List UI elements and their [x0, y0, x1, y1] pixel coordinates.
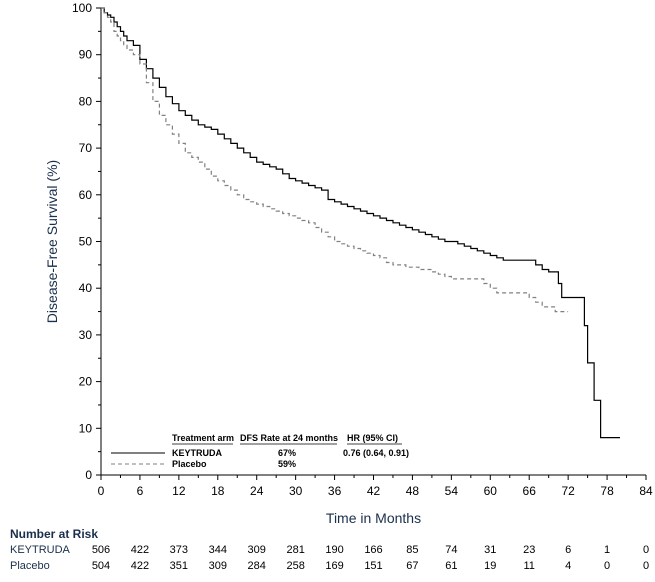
risk-value-keytruda: 74 — [445, 544, 457, 556]
risk-value-keytruda: 23 — [523, 544, 535, 556]
y-tick-label: 80 — [79, 94, 93, 108]
risk-value-keytruda: 85 — [406, 544, 418, 556]
risk-value-placebo: 284 — [248, 560, 266, 572]
risk-value-placebo: 504 — [92, 560, 110, 572]
risk-value-placebo: 351 — [170, 560, 188, 572]
risk-value-placebo: 258 — [286, 560, 304, 572]
risk-value-placebo: 61 — [445, 560, 457, 572]
risk-value-placebo: 4 — [565, 560, 571, 572]
risk-value-placebo: 309 — [209, 560, 227, 572]
risk-value-keytruda: 1 — [604, 544, 610, 556]
x-tick-label: 0 — [98, 484, 105, 498]
series-line-placebo — [101, 7, 569, 313]
risk-value-keytruda: 422 — [131, 544, 149, 556]
risk-value-keytruda: 309 — [248, 544, 266, 556]
x-tick-label: 18 — [211, 484, 225, 498]
x-tick-label: 60 — [484, 484, 498, 498]
risk-value-keytruda: 506 — [92, 544, 110, 556]
y-tick-label: 40 — [79, 281, 93, 295]
y-tick-label: 20 — [79, 375, 93, 389]
legend-rate-placebo: 59% — [278, 459, 296, 469]
risk-value-placebo: 422 — [131, 560, 149, 572]
x-tick-label: 36 — [328, 484, 342, 498]
legend-header-rate: DFS Rate at 24 months — [240, 433, 338, 443]
x-tick-label: 12 — [172, 484, 186, 498]
x-tick-label: 84 — [639, 484, 653, 498]
y-tick-label: 0 — [85, 468, 92, 482]
risk-value-placebo: 11 — [524, 560, 535, 572]
legend-header-arm: Treatment arm — [172, 433, 234, 443]
risk-value-keytruda: 190 — [325, 544, 343, 556]
y-tick-label: 30 — [79, 328, 93, 342]
risk-value-placebo: 19 — [484, 560, 496, 572]
legend-hr-keytruda: 0.76 (0.64, 0.91) — [343, 448, 409, 458]
y-tick-label: 70 — [79, 141, 93, 155]
legend: Treatment arm DFS Rate at 24 months HR (… — [111, 433, 409, 469]
risk-table-title: Number at Risk — [10, 527, 98, 541]
x-tick-label: 42 — [367, 484, 381, 498]
risk-value-keytruda: 344 — [209, 544, 227, 556]
risk-value-keytruda: 373 — [170, 544, 188, 556]
risk-value-keytruda: 0 — [643, 544, 649, 556]
risk-value-keytruda: 6 — [565, 544, 571, 556]
legend-arm-placebo: Placebo — [172, 459, 207, 469]
number-at-risk-table: Number at Risk KEYTRUDA Placebo 506 422 37… — [10, 527, 649, 572]
risk-row-label-placebo: Placebo — [10, 560, 50, 572]
x-tick-label: 30 — [289, 484, 303, 498]
legend-arm-keytruda: KEYTRUDA — [172, 448, 223, 458]
legend-header-hr: HR (95% CI) — [347, 433, 398, 443]
x-tick-label: 66 — [523, 484, 537, 498]
series-layer — [101, 7, 620, 439]
x-tick-label: 48 — [406, 484, 420, 498]
y-tick-label: 10 — [79, 421, 93, 435]
risk-value-placebo: 0 — [604, 560, 610, 572]
x-tick-label: 24 — [250, 484, 264, 498]
y-tick-label: 60 — [79, 188, 93, 202]
risk-value-keytruda: 166 — [364, 544, 382, 556]
x-tick-label: 54 — [445, 484, 459, 498]
risk-value-placebo: 151 — [364, 560, 382, 572]
x-tick-label: 72 — [561, 484, 575, 498]
y-tick-label: 50 — [79, 235, 93, 249]
risk-value-keytruda: 31 — [484, 544, 496, 556]
y-axis-title: Disease-Free Survival (%) — [44, 160, 60, 323]
series-line-keytruda — [101, 7, 620, 439]
y-tick-label: 90 — [79, 48, 93, 62]
risk-row-label-keytruda: KEYTRUDA — [10, 544, 71, 556]
risk-value-keytruda: 281 — [286, 544, 304, 556]
x-axis-title: Time in Months — [326, 510, 421, 526]
axes: 0 10 20 30 40 50 60 70 80 90 100 0 6 12 18 24 30 36 42 48 54… — [44, 1, 653, 526]
x-tick-label: 78 — [600, 484, 614, 498]
y-tick-label: 100 — [72, 1, 92, 15]
x-tick-label: 6 — [137, 484, 144, 498]
risk-value-placebo: 169 — [325, 560, 343, 572]
risk-value-placebo: 67 — [406, 560, 418, 572]
risk-value-placebo: 0 — [643, 560, 649, 572]
legend-rate-keytruda: 67% — [278, 448, 296, 458]
